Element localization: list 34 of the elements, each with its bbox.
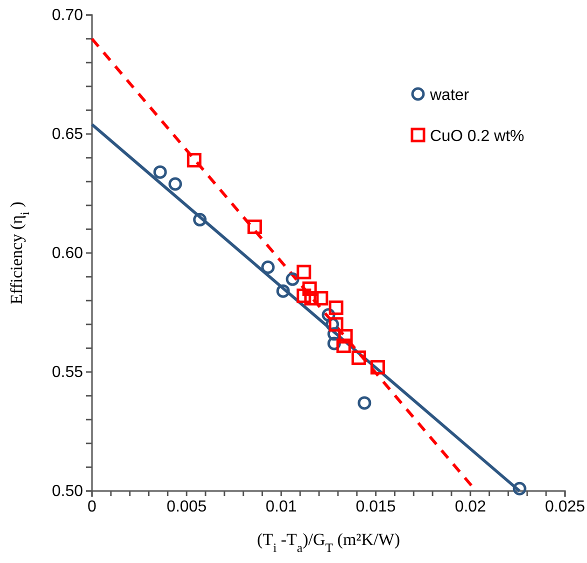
point xyxy=(328,317,344,332)
point xyxy=(296,288,312,304)
point xyxy=(304,290,319,306)
point xyxy=(186,152,202,168)
x-tick-label: 0.01 xyxy=(266,498,297,516)
x-tick-label: 0.015 xyxy=(356,498,396,516)
x-axis-title: (T$_{i}$ -T$_{a}$)/G$_{T}$ (m²K/W) xyxy=(257,530,400,555)
legend-label: water xyxy=(429,87,470,104)
x-tick-label: 0.02 xyxy=(454,498,486,516)
point xyxy=(314,290,328,306)
point xyxy=(336,338,351,354)
point xyxy=(261,260,275,274)
point xyxy=(302,281,317,296)
y-tick-label: 0.70 xyxy=(52,7,84,24)
x-tick-label: 0 xyxy=(88,498,97,516)
point xyxy=(338,329,353,344)
point xyxy=(247,220,262,234)
point xyxy=(328,300,344,315)
x-tick-label: 0.005 xyxy=(166,498,207,516)
point xyxy=(370,360,385,374)
y-tick-label: 0.50 xyxy=(52,483,84,500)
y-tick-label: 0.65 xyxy=(52,126,84,144)
point xyxy=(276,284,290,298)
point xyxy=(193,212,207,226)
point xyxy=(512,482,526,496)
y-tick-label: 0.55 xyxy=(52,364,84,382)
x-tick-label: 0.025 xyxy=(544,498,586,516)
point xyxy=(153,165,167,179)
legend-label: CuO 0.2 wt% xyxy=(430,128,524,145)
y-tick-label: 0.60 xyxy=(52,245,84,262)
point xyxy=(352,350,366,365)
point xyxy=(358,396,372,410)
point xyxy=(168,177,182,191)
point xyxy=(296,264,312,280)
